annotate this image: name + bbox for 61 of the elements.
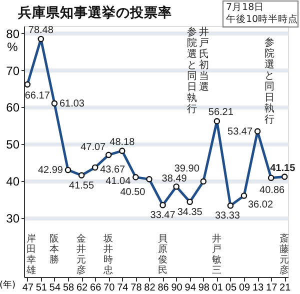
text: 39.90 bbox=[174, 163, 200, 174]
annotation: 井戸氏初当選 bbox=[198, 26, 209, 94]
x-tick-label: 98 bbox=[198, 282, 210, 294]
text: 41.04 bbox=[106, 176, 131, 188]
x-tick-label: 21 bbox=[280, 282, 292, 294]
text: 41.15 bbox=[270, 162, 296, 174]
x-tick-label: 09 bbox=[238, 282, 250, 294]
text: 48.18 bbox=[110, 136, 135, 148]
y-axis-title: % bbox=[7, 40, 18, 54]
text: 33.33 bbox=[214, 210, 240, 222]
y-tick-label: 80 bbox=[6, 26, 20, 41]
annotation: 参院選と同日執行 bbox=[264, 36, 275, 126]
x-tick-label: 58 bbox=[62, 282, 74, 294]
x-tick-label: 51 bbox=[36, 282, 48, 294]
x-tick-label: 82 bbox=[144, 282, 156, 294]
y-tick-label: 30 bbox=[6, 211, 20, 226]
x-tick-label: 66 bbox=[90, 282, 102, 294]
y-tick-label: 40 bbox=[6, 174, 20, 189]
x-tick-label: 54 bbox=[49, 282, 61, 294]
text: 38.49 bbox=[162, 174, 187, 185]
annotation: 阪本勝 bbox=[49, 232, 60, 266]
text: 47.07 bbox=[80, 142, 106, 153]
x-tick-label: 62 bbox=[76, 282, 88, 294]
y-tick-label: 50 bbox=[6, 138, 20, 152]
text: 66.17 bbox=[24, 90, 50, 102]
x-tick-label: 47 bbox=[22, 282, 34, 294]
text: 33.47 bbox=[150, 210, 176, 222]
x-axis-title: (年) bbox=[0, 280, 16, 290]
y-tick-label: 60 bbox=[6, 100, 20, 115]
x-tick-label: 90 bbox=[171, 282, 183, 294]
x-tick-label: 13 bbox=[252, 282, 264, 294]
x-tick-label: 01 bbox=[212, 282, 224, 294]
annotation: 参院選と同日執行 bbox=[186, 26, 197, 116]
annotation: 金井元彦 bbox=[76, 232, 87, 276]
annotation: 斎藤元彦 bbox=[280, 232, 290, 276]
x-tick-label: 78 bbox=[130, 282, 142, 294]
text: 43.67 bbox=[100, 164, 126, 176]
x-tick-label: 86 bbox=[158, 282, 170, 294]
x-tick-label: 94 bbox=[184, 282, 196, 294]
text: 56.21 bbox=[208, 107, 234, 118]
annotation: 井戸敏三 bbox=[212, 232, 222, 276]
text: 午後10時半時点 bbox=[226, 13, 298, 25]
text: 53.47 bbox=[228, 126, 253, 138]
annotation: 岸田幸雄 bbox=[25, 232, 36, 276]
x-tick-label: 70 bbox=[104, 282, 116, 294]
text: 41.55 bbox=[69, 180, 94, 192]
annotation: 坂井時忠 bbox=[102, 232, 114, 276]
x-tick-label: 05 bbox=[225, 282, 237, 294]
text: 40.86 bbox=[260, 184, 285, 196]
text: 78.48 bbox=[28, 24, 54, 36]
text: 7月18日 bbox=[226, 2, 264, 13]
chart-title: 兵庫県知事選挙の投票率 bbox=[17, 4, 172, 21]
y-tick-label: 70 bbox=[6, 64, 20, 78]
text: 42.99 bbox=[38, 164, 63, 176]
text: 61.03 bbox=[59, 98, 84, 110]
text: 40.50 bbox=[120, 187, 146, 198]
text: 34.35 bbox=[177, 206, 202, 218]
text: 36.02 bbox=[248, 200, 274, 211]
x-tick-label: 74 bbox=[117, 282, 129, 294]
annotation: 貝原俊民 bbox=[158, 233, 168, 276]
x-tick-label: 17 bbox=[266, 282, 278, 294]
